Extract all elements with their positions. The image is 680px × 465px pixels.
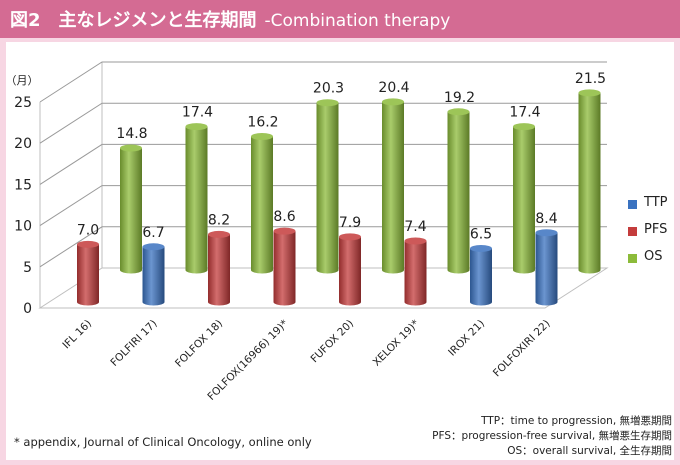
legend-swatch-ttp (628, 200, 637, 209)
pfs-value-label: 7.0 (77, 222, 99, 238)
x-category-label: FOLFIRI 17) (108, 318, 159, 369)
ttp-bar (535, 229, 558, 306)
os-definition: OS：overall survival, 全生存期間 (507, 445, 672, 457)
gridline (39, 143, 607, 185)
pfs-value-label: 7.9 (339, 215, 361, 231)
gridline (39, 61, 607, 103)
y-tick-label: 0 (23, 301, 32, 317)
pfs-value-label: 8.2 (208, 212, 230, 228)
figure-header: 図2 主なレジメンと生存期間 -Combination therapy (0, 0, 680, 38)
os-bar (447, 108, 470, 274)
y-tick-label: 5 (23, 260, 32, 276)
ttp-value-label: 6.5 (470, 226, 492, 242)
x-category-label: IFL 16) (60, 318, 94, 352)
chart-floor (38, 267, 609, 309)
figure-title: 図2 主なレジメンと生存期間 -Combination therapy (10, 6, 450, 32)
y-axis-unit: （月） (6, 74, 39, 87)
os-bar (251, 133, 273, 274)
os-value-label: 19.2 (444, 90, 475, 106)
x-category-label: XELOX 19)* (371, 318, 422, 369)
chart-legend: TTP PFS OS (628, 195, 680, 278)
ttp-bar (142, 243, 165, 306)
figure-subtitle: -Combination therapy (264, 11, 451, 31)
pfs-bar (339, 233, 361, 306)
x-category-label: FOLFOX 18) (173, 318, 225, 370)
ttp-definition: TTP：time to progression, 無増悪期間 (481, 415, 672, 427)
os-bar (382, 98, 404, 274)
figure-title-text: 図2 主なレジメンと生存期間 (10, 10, 257, 31)
os-value-label: 16.2 (247, 115, 278, 131)
legend-label-pfs: PFS (644, 222, 668, 237)
x-category-label: FOLFOXIRI 22) (491, 318, 553, 380)
x-category-label: IROX 21) (446, 318, 487, 359)
legend-item-ttp: TTP (628, 195, 680, 224)
os-bar (120, 144, 142, 274)
legend-label-ttp: TTP (644, 195, 668, 210)
gridline (39, 102, 607, 144)
pfs-bar (404, 237, 427, 306)
gridline (39, 226, 607, 268)
os-value-label: 14.8 (116, 126, 147, 142)
pfs-definition: PFS：progression-free survival, 無増悪生存期間 (432, 430, 672, 442)
os-value-label: 17.4 (182, 105, 213, 121)
pfs-value-label: 8.6 (273, 209, 295, 225)
abbreviation-definitions: TTP：time to progression, 無増悪期間 PFS：progr… (432, 414, 672, 459)
x-category-label: FUFOX 20) (308, 318, 356, 366)
os-value-label: 20.3 (313, 81, 344, 97)
ttp-value-label: 6.7 (142, 225, 164, 241)
legend-item-os: OS (628, 249, 680, 278)
ttp-value-label: 8.4 (535, 211, 557, 227)
y-tick-label: 25 (14, 95, 32, 111)
front-bars (77, 227, 558, 306)
y-tick-label: 10 (14, 219, 32, 235)
os-value-label: 20.4 (378, 80, 409, 96)
appendix-note: * appendix, Journal of Clinical Oncology… (14, 435, 312, 449)
legend-swatch-os (628, 254, 637, 263)
gridline (39, 185, 607, 227)
os-bars (120, 89, 601, 274)
os-bar (185, 123, 208, 274)
os-bar (316, 99, 339, 274)
pfs-bar (273, 227, 296, 306)
pfs-value-label: 7.4 (404, 219, 426, 235)
y-tick-label: 15 (14, 177, 32, 193)
os-bar (578, 89, 601, 274)
os-bar (513, 123, 535, 274)
legend-item-pfs: PFS (628, 222, 680, 251)
legend-swatch-pfs (628, 227, 637, 236)
pfs-bar (208, 230, 230, 306)
ttp-bar (470, 244, 492, 306)
legend-label-os: OS (644, 249, 663, 264)
y-tick-label: 20 (14, 136, 32, 152)
pfs-bar (77, 240, 99, 306)
os-value-label: 21.5 (575, 71, 606, 87)
os-value-label: 17.4 (509, 105, 540, 121)
